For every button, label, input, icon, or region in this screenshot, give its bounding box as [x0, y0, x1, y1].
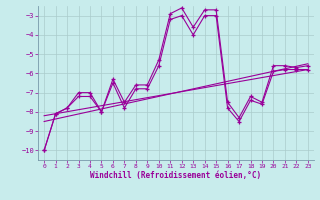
- X-axis label: Windchill (Refroidissement éolien,°C): Windchill (Refroidissement éolien,°C): [91, 171, 261, 180]
